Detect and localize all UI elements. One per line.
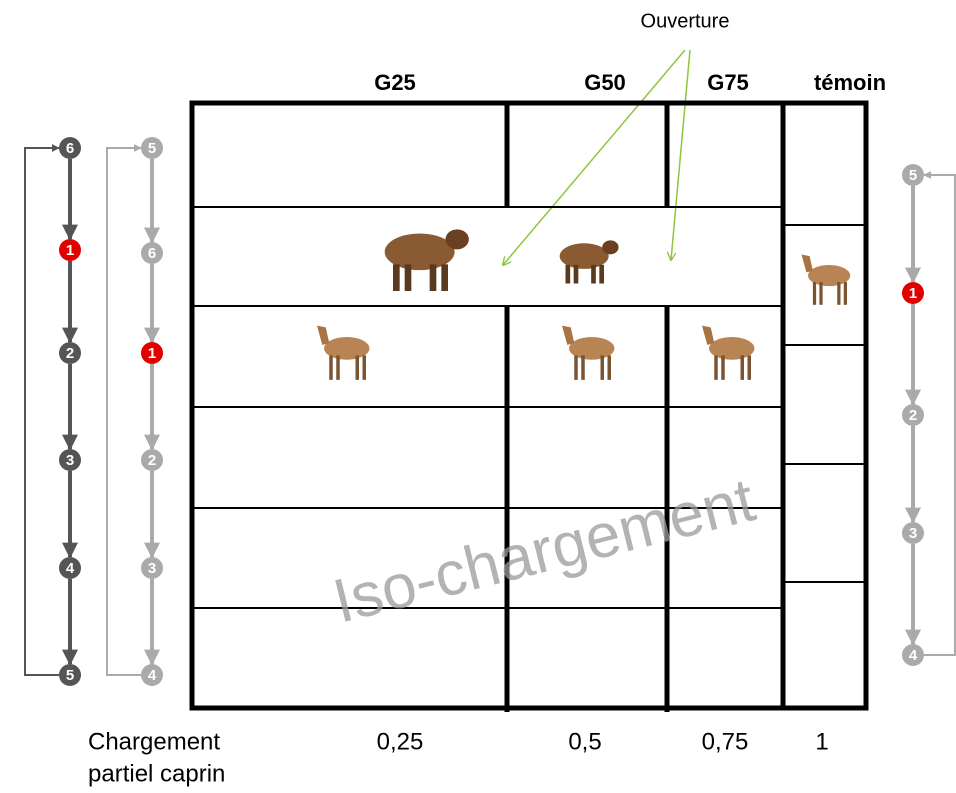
step-number: 3	[66, 452, 74, 469]
return-arrow	[924, 175, 955, 655]
column-header: témoin	[814, 70, 886, 95]
step-number: 1	[909, 285, 917, 302]
step-number: 3	[148, 560, 156, 577]
load-label: partiel caprin	[88, 760, 225, 787]
column-header: G25	[374, 70, 416, 95]
step-number: 5	[66, 667, 74, 684]
step-number: 2	[909, 407, 917, 424]
step-number: 4	[148, 667, 157, 684]
load-value: 1	[815, 728, 828, 755]
return-arrow	[107, 148, 141, 675]
step-number: 1	[66, 242, 74, 259]
column-header: G75	[707, 70, 749, 95]
goat	[562, 326, 615, 380]
watermark: Iso-chargement	[327, 465, 762, 636]
grid	[192, 103, 866, 712]
step-number: 4	[909, 647, 918, 664]
cow	[385, 229, 469, 291]
arrow	[671, 50, 690, 260]
goat	[317, 326, 370, 380]
load-value: 0,75	[702, 728, 749, 755]
step-number: 6	[148, 245, 156, 262]
step-number: 6	[66, 140, 74, 157]
step-number: 2	[66, 345, 74, 362]
return-arrow	[25, 148, 59, 675]
column-header: G50	[584, 70, 626, 95]
goat	[802, 254, 851, 304]
diagram: Ouverture G25 G50 G75 témoin Iso-chargem…	[0, 0, 956, 793]
step-number: 3	[909, 525, 917, 542]
load-value: 0,25	[377, 728, 424, 755]
cow	[560, 240, 619, 283]
step-number: 4	[66, 560, 75, 577]
sequences: 6 1 2 3 4 5 5 6 1 2 3 4 5 1 2 3 4	[25, 137, 955, 686]
step-number: 5	[909, 167, 917, 184]
step-number: 2	[148, 452, 156, 469]
load-label: Chargement	[88, 728, 220, 755]
annotation: Ouverture	[641, 10, 730, 32]
load-value: 0,5	[568, 728, 601, 755]
step-number: 5	[148, 140, 156, 157]
step-number: 1	[148, 345, 156, 362]
goat	[702, 326, 755, 380]
